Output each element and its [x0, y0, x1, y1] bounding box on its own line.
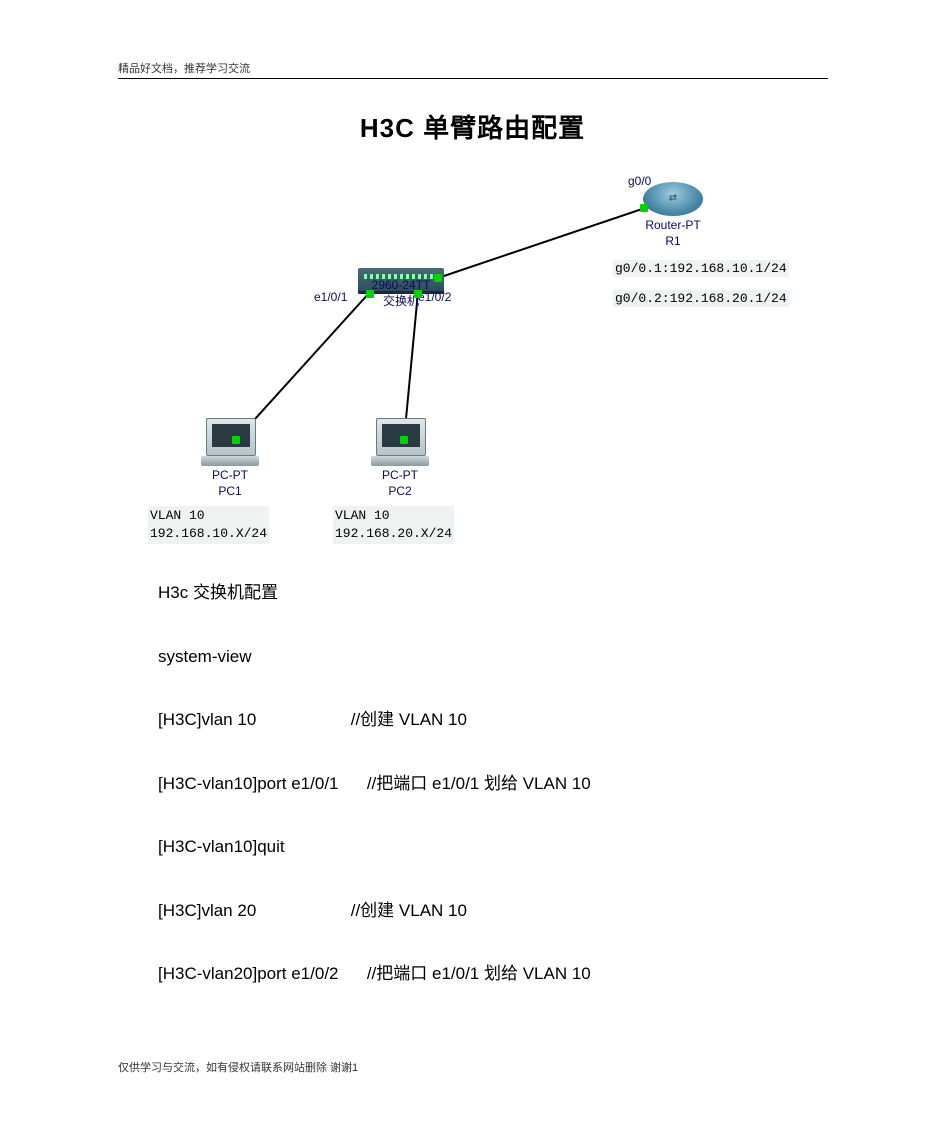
link-status-dot: [366, 290, 374, 298]
pc2-label: PC-PT PC2: [372, 468, 428, 499]
line-1: H3c 交换机配置: [158, 580, 798, 606]
pc1-icon: [206, 418, 256, 456]
pc1-label: PC-PT PC1: [202, 468, 258, 499]
page: 精品好文档，推荐学习交流 H3C 单臂路由配置 2960-24TT 交换机 ⇄ …: [0, 0, 945, 1123]
config-text: H3c 交换机配置 system-view [H3C]vlan 10 //创建 …: [158, 580, 798, 1025]
line-2: system-view: [158, 644, 798, 670]
subif-2: g0/0.2:192.168.20.1/24: [613, 290, 789, 307]
link-status-dot: [232, 436, 240, 444]
router-icon: ⇄: [643, 182, 703, 216]
router-arrows-icon: ⇄: [669, 192, 677, 203]
port-e101: e1/0/1: [314, 290, 347, 304]
line-6: [H3C]vlan 20 //创建 VLAN 10: [158, 898, 798, 924]
subif-1: g0/0.1:192.168.10.1/24: [613, 260, 789, 277]
port-g00: g0/0: [628, 174, 651, 188]
link-status-dot: [434, 274, 442, 282]
link: [236, 292, 370, 440]
pc1-base-icon: [201, 456, 259, 466]
vlan-pc2: VLAN 10 192.168.20.X/24: [333, 506, 454, 544]
vlan-pc1: VLAN 10 192.168.10.X/24: [148, 506, 269, 544]
link-status-dot: [400, 436, 408, 444]
header-note: 精品好文档，推荐学习交流: [118, 60, 250, 76]
link-status-dot: [640, 204, 648, 212]
pc2-base-icon: [371, 456, 429, 466]
header-rule: [118, 78, 828, 79]
footer-note: 仅供学习与交流，如有侵权请联系网站删除 谢谢1: [118, 1059, 358, 1075]
line-3: [H3C]vlan 10 //创建 VLAN 10: [158, 707, 798, 733]
line-5: [H3C-vlan10]quit: [158, 834, 798, 860]
router-label: Router-PT R1: [638, 218, 708, 249]
network-diagram: 2960-24TT 交换机 ⇄ Router-PT R1 PC-PT PC1 P…: [118, 160, 828, 550]
port-e102: e1/0/2: [418, 290, 451, 304]
line-4: [H3C-vlan10]port e1/0/1 //把端口 e1/0/1 划给 …: [158, 771, 798, 797]
link-status-dot: [414, 290, 422, 298]
page-title: H3C 单臂路由配置: [0, 108, 945, 145]
line-7: [H3C-vlan20]port e1/0/2 //把端口 e1/0/1 划给 …: [158, 961, 798, 987]
